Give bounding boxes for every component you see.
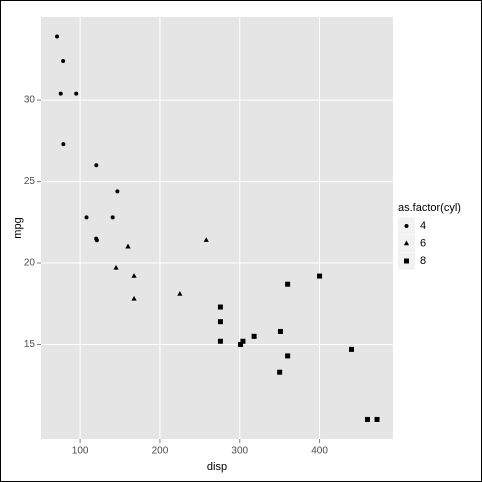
point <box>240 338 246 344</box>
point <box>277 328 283 334</box>
legend-symbol <box>403 240 410 246</box>
y-tick-label: 20 <box>24 258 36 269</box>
x-tick-label: 400 <box>311 446 328 457</box>
point <box>113 264 119 270</box>
point <box>277 369 283 375</box>
point <box>374 416 380 422</box>
point <box>348 346 354 352</box>
y-tick-label: 30 <box>24 95 36 106</box>
x-tick-label: 300 <box>231 446 248 457</box>
point <box>285 353 291 359</box>
y-tick-label: 15 <box>24 339 36 350</box>
point <box>203 237 209 242</box>
legend-label: 6 <box>420 237 426 249</box>
y-axis-label: mpg <box>12 217 24 238</box>
point <box>238 341 244 347</box>
point <box>94 163 99 168</box>
legend-title: as.factor(cyl) <box>398 202 461 214</box>
point <box>317 273 323 279</box>
point <box>84 215 89 220</box>
legend-symbol <box>404 258 409 264</box>
point <box>125 243 131 249</box>
point <box>61 142 66 147</box>
point <box>61 58 66 63</box>
x-tick-label: 100 <box>72 446 89 457</box>
point <box>177 290 183 296</box>
point <box>217 338 223 344</box>
point <box>110 215 115 220</box>
point <box>94 238 99 243</box>
x-tick-label: 200 <box>152 446 169 457</box>
point <box>131 273 137 278</box>
point <box>74 91 79 96</box>
y-tick-label: 25 <box>24 176 36 187</box>
point <box>115 189 120 194</box>
point <box>251 333 257 339</box>
x-axis-label: disp <box>207 461 227 473</box>
panel <box>41 17 393 439</box>
point <box>58 91 63 96</box>
legend-label: 4 <box>420 220 426 232</box>
point <box>217 319 223 325</box>
legend-symbol <box>404 224 409 228</box>
point <box>364 416 370 422</box>
point <box>131 295 137 301</box>
point <box>55 34 60 39</box>
legend-label: 8 <box>420 255 426 267</box>
point <box>217 304 223 310</box>
point <box>285 281 291 287</box>
